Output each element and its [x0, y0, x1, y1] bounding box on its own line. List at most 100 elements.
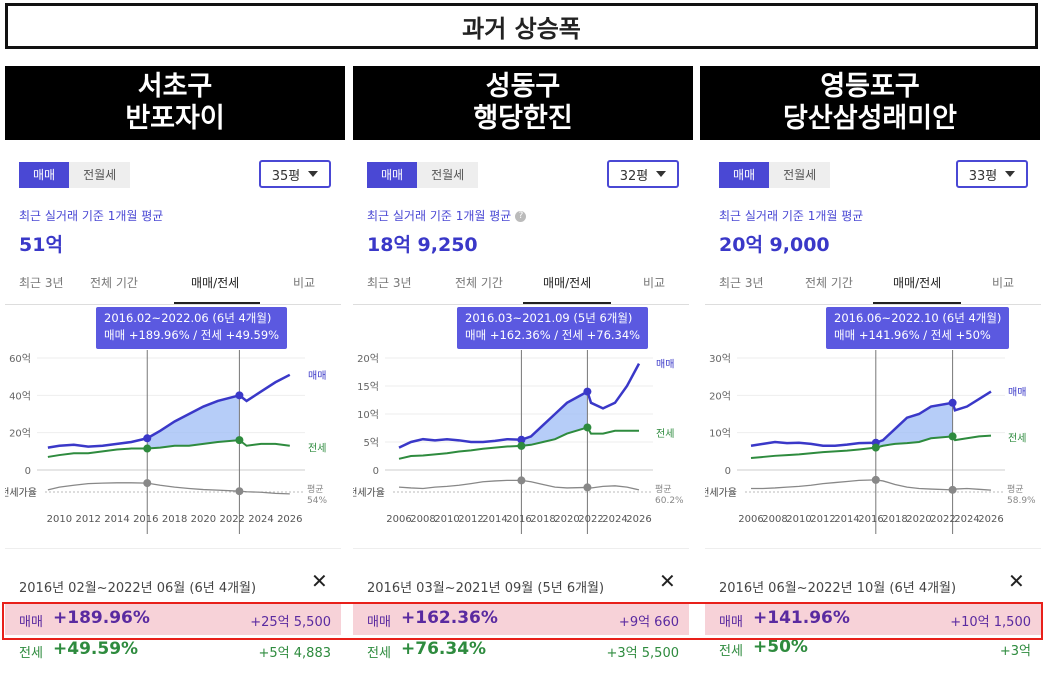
x-tick-label: 2024 [602, 514, 627, 525]
tab-recent-3y[interactable]: 최근 3년 [19, 276, 64, 290]
tab-sale-jeonse[interactable]: 매매/전세 [543, 276, 592, 290]
ratio-point [583, 483, 592, 492]
close-icon[interactable]: ✕ [311, 569, 328, 593]
y-tick-label: 0 [373, 466, 379, 477]
sale-series-line [47, 373, 291, 449]
chart-nav-tabs: 최근 3년 전체 기간 매매/전세 비교 [353, 268, 689, 305]
tab-all-period[interactable]: 전체 기간 [90, 276, 138, 290]
sale-amount: +25억 5,500 [250, 615, 331, 630]
ratio-avg-value: 54% [307, 496, 327, 506]
active-tab-underline [873, 302, 961, 304]
jeonse-pct: +50% [753, 637, 808, 657]
x-tick-label: 2008 [410, 514, 435, 525]
x-tick-label: 2014 [104, 514, 129, 525]
avg-label: 최근 실거래 기준 1개월 평균? [367, 207, 527, 224]
x-tick-label: 2020 [191, 514, 216, 525]
area-select[interactable]: 32평 [607, 160, 679, 188]
ratio-point [948, 485, 957, 494]
ratio-axis-label: 전세가율 [353, 487, 385, 499]
avg-price: 18억 9,250 [367, 234, 478, 256]
ratio-series-line [47, 482, 290, 495]
y-tick-label: 0 [25, 466, 31, 477]
tab-all-period[interactable]: 전체 기간 [805, 276, 853, 290]
sale-row: 매매 +162.36% +9억 660 [353, 603, 689, 635]
sale-point [517, 435, 526, 444]
jeonse-pct: +49.59% [53, 639, 139, 659]
x-tick-label: 2026 [978, 514, 1003, 525]
tab-compare[interactable]: 비교 [293, 276, 316, 290]
complex-name: 행당한진 [473, 103, 573, 134]
price-chart[interactable]: 05억10억15억20억매매전세전세가율평균60.2%2006200820102… [353, 310, 689, 540]
period-text: 2016년 03월~2021년 09월 (5년 6개월) [367, 581, 605, 596]
avg-label: 최근 실거래 기준 1개월 평균 [719, 209, 864, 223]
x-tick-label: 2016 [506, 514, 531, 525]
sale-point [143, 434, 152, 443]
area-select[interactable]: 35평 [259, 160, 331, 188]
sale-pct: +141.96% [753, 608, 850, 628]
tooltip-change: 매매 +189.96% / 전세 +49.59% [104, 328, 280, 342]
tab-sale-jeonse[interactable]: 매매/전세 [893, 276, 942, 290]
y-tick-label: 5억 [363, 437, 379, 449]
close-icon[interactable]: ✕ [659, 569, 676, 593]
jeonse-label: 전세 [367, 646, 391, 661]
listing-panel: 매매 전월세 33평 최근 실거래 기준 1개월 평균 20억 9,000 최근… [705, 150, 1041, 675]
ratio-avg-value: 58.9% [1007, 496, 1036, 506]
jeonse-point [871, 443, 880, 452]
tab-sale[interactable]: 매매 [367, 162, 418, 188]
tab-recent-3y[interactable]: 최근 3년 [719, 276, 764, 290]
y-tick-label: 10억 [709, 428, 731, 440]
area-select[interactable]: 33평 [956, 160, 1028, 188]
sale-point [948, 398, 957, 407]
y-tick-label: 20억 [709, 390, 731, 402]
tab-rent[interactable]: 전월세 [69, 162, 131, 188]
jeonse-pct: +76.34% [401, 639, 487, 659]
jeonse-point [235, 436, 244, 445]
avg-label: 최근 실거래 기준 1개월 평균 [19, 209, 164, 223]
tooltip-change: 매매 +162.36% / 전세 +76.34% [465, 328, 641, 342]
ratio-avg-label: 평균 [1007, 484, 1024, 495]
price-chart[interactable]: 010억20억30억매매전세전세가율평균58.9%200620082010201… [705, 310, 1041, 540]
ratio-avg-label: 평균 [307, 484, 324, 495]
tab-rent[interactable]: 전월세 [769, 162, 831, 188]
range-tooltip: 2016.06~2022.10 (6년 4개월) 매매 +141.96% / 전… [826, 307, 1010, 349]
tab-recent-3y[interactable]: 최근 3년 [367, 276, 412, 290]
jeonse-series-label: 전세 [308, 443, 326, 455]
jeonse-series-label: 전세 [656, 428, 674, 440]
listing-panel: 매매 전월세 32평 최근 실거래 기준 1개월 평균? 18억 9,250 최… [353, 150, 689, 675]
avg-label-text: 최근 실거래 기준 1개월 평균 [367, 209, 512, 223]
jeonse-series-label: 전세 [1008, 433, 1026, 445]
chevron-down-icon [1005, 171, 1016, 177]
close-icon[interactable]: ✕ [1008, 569, 1025, 593]
x-tick-label: 2022 [219, 514, 244, 525]
x-tick-label: 2018 [162, 514, 187, 525]
tab-all-period[interactable]: 전체 기간 [455, 276, 503, 290]
jeonse-point [143, 444, 152, 453]
tab-rent[interactable]: 전월세 [417, 162, 479, 188]
tab-sale[interactable]: 매매 [719, 162, 770, 188]
avg-price: 20억 9,000 [719, 234, 830, 256]
range-area [147, 395, 240, 449]
sale-series-label: 매매 [308, 370, 326, 382]
jeonse-amount: +3억 5,500 [606, 646, 679, 661]
x-tick-label: 2020 [554, 514, 579, 525]
x-tick-label: 2012 [810, 514, 835, 525]
tab-compare[interactable]: 비교 [643, 276, 666, 290]
sale-pct: +189.96% [53, 608, 150, 628]
jeonse-amount: +5억 4,883 [258, 646, 331, 661]
complex-name: 반포자이 [125, 103, 225, 134]
x-tick-label: 2016 [858, 514, 883, 525]
tab-compare[interactable]: 비교 [992, 276, 1015, 290]
x-tick-label: 2022 [930, 514, 955, 525]
panel-header-1: 성동구 행당한진 [353, 66, 693, 140]
x-tick-label: 2024 [248, 514, 273, 525]
ratio-point [871, 475, 880, 484]
tab-sale[interactable]: 매매 [19, 162, 70, 188]
tab-sale-jeonse[interactable]: 매매/전세 [191, 276, 240, 290]
sale-series-label: 매매 [656, 359, 674, 371]
tooltip-change: 매매 +141.96% / 전세 +50% [834, 328, 991, 342]
info-icon[interactable]: ? [515, 211, 527, 222]
active-tab-underline [174, 302, 260, 304]
range-tooltip: 2016.03~2021.09 (5년 6개월) 매매 +162.36% / 전… [457, 307, 649, 349]
jeonse-point [517, 441, 526, 450]
